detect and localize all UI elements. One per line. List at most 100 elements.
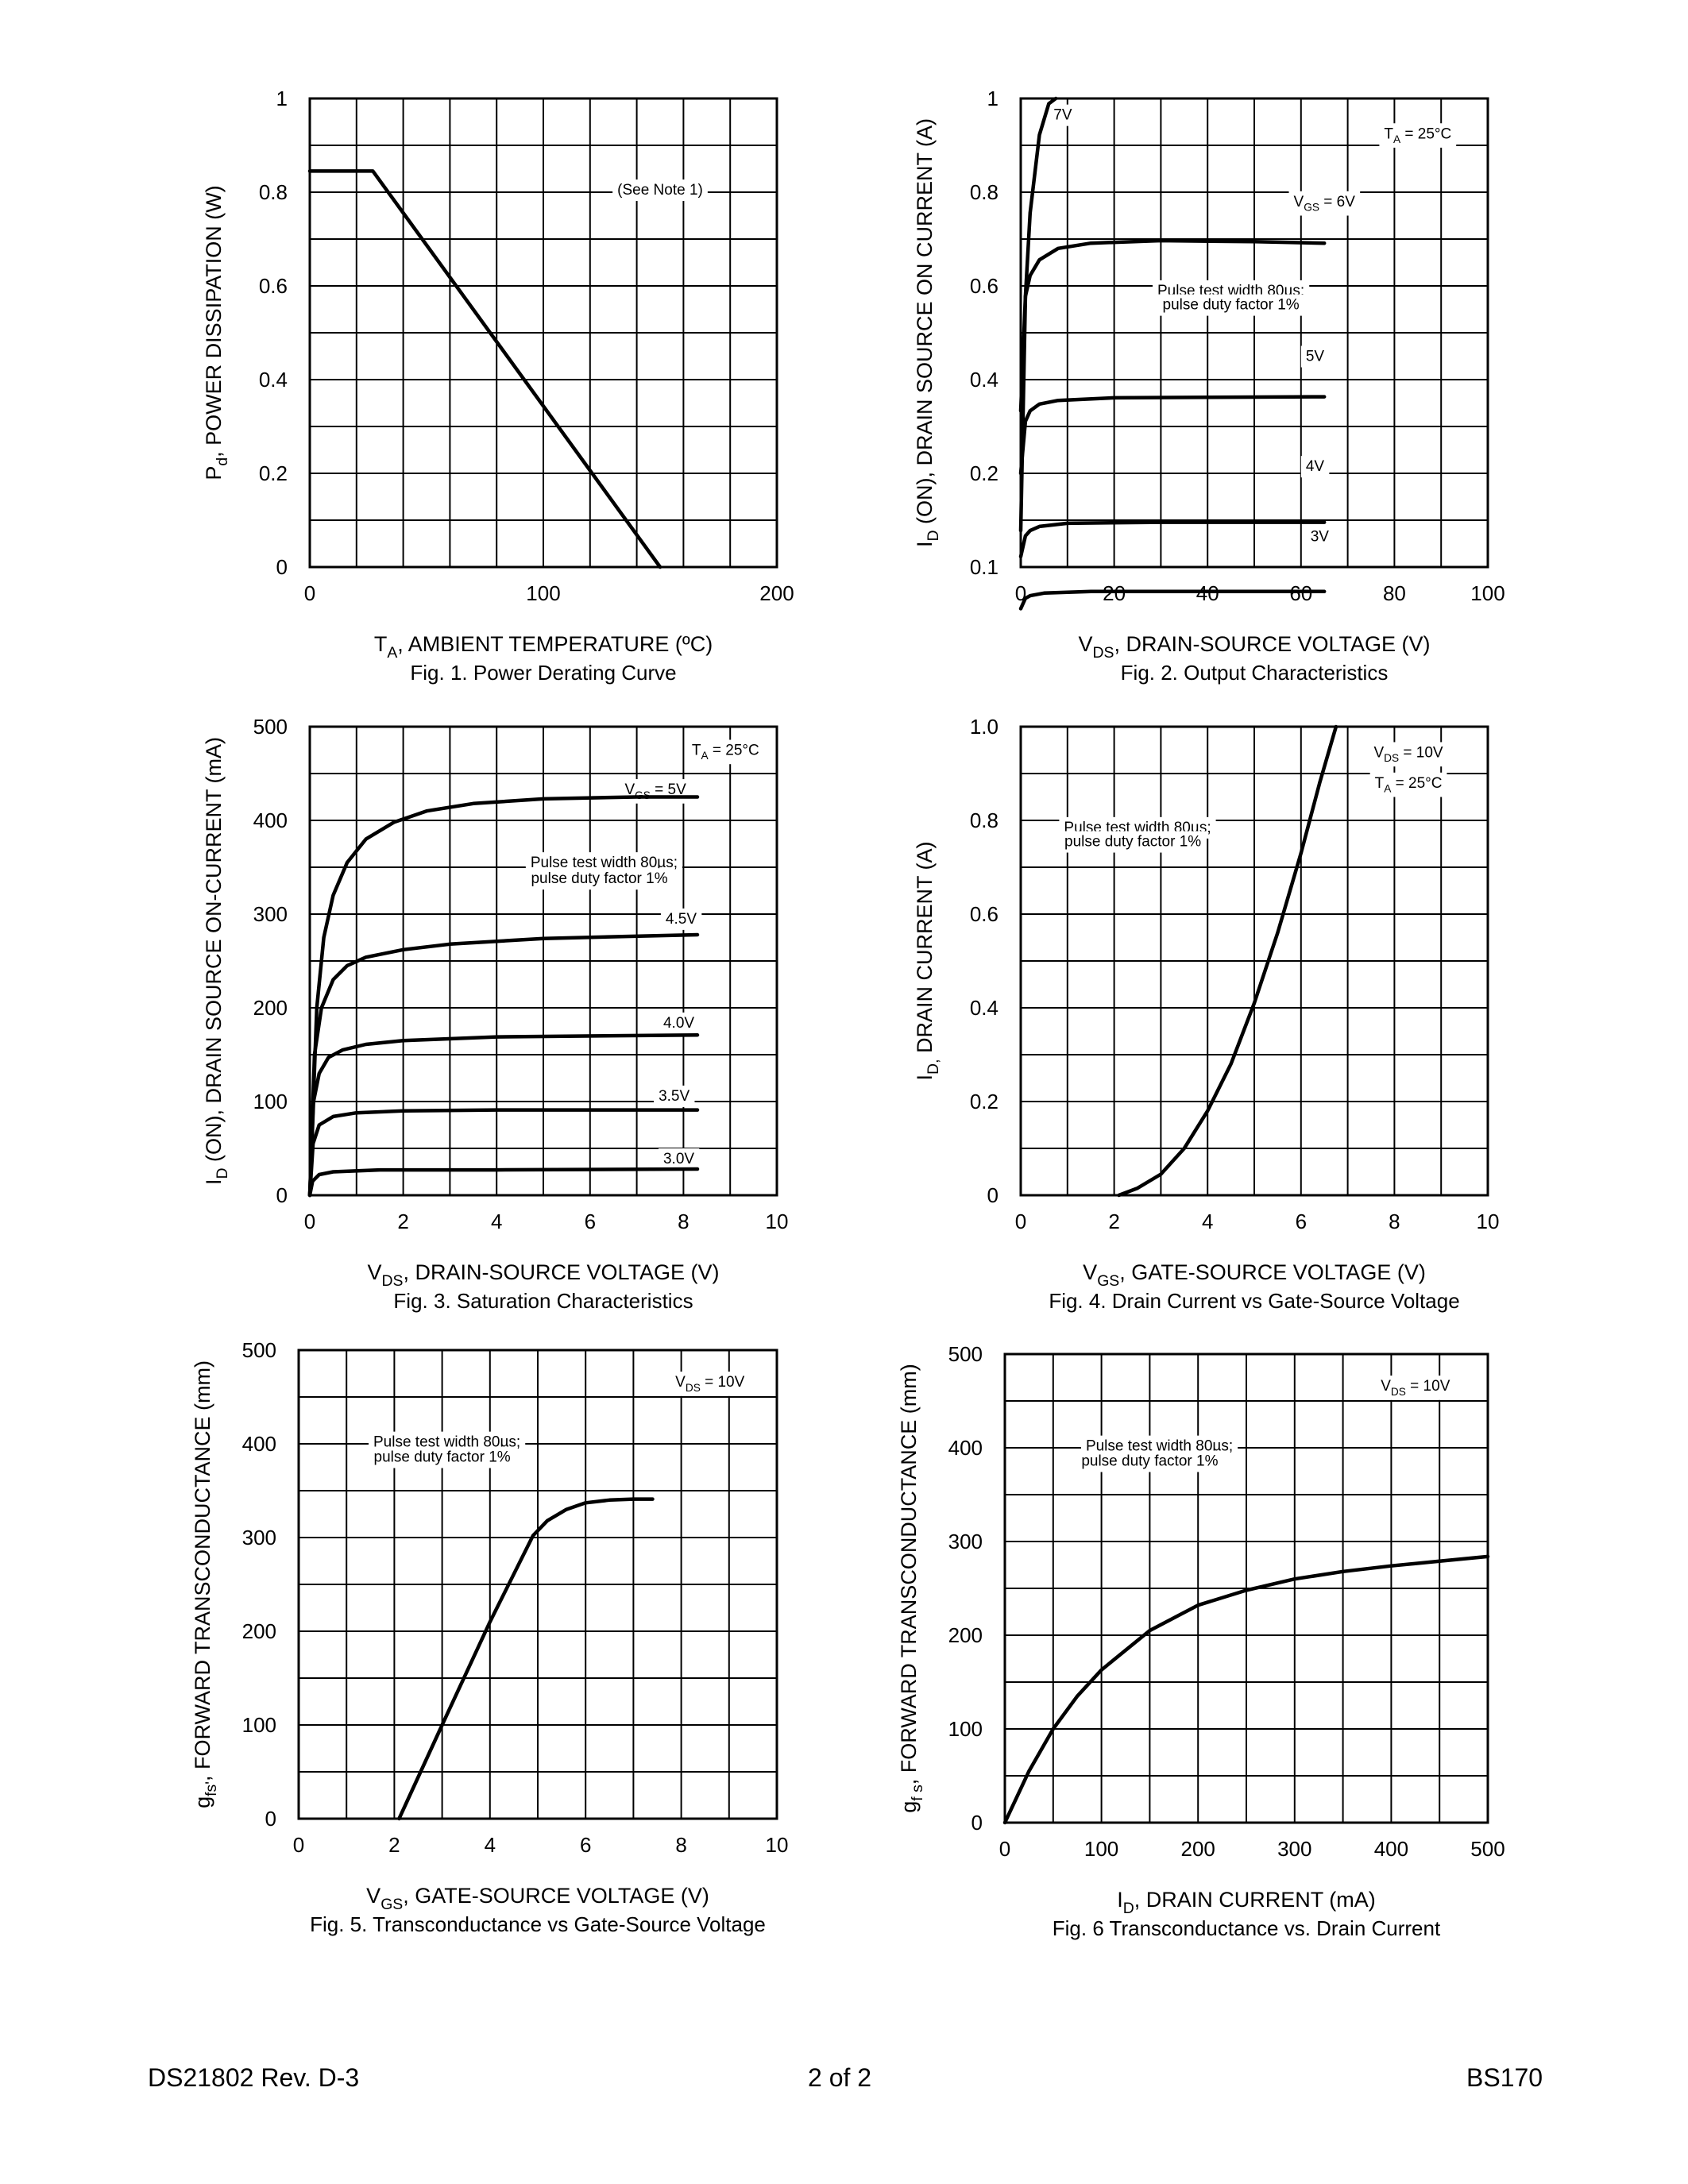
- annotation-text: pulse duty factor 1%: [374, 1449, 511, 1466]
- y-tick-label: 0.6: [970, 274, 999, 298]
- y-axis-label: ID, DRAIN CURRENT (A): [913, 842, 942, 1081]
- y-axis-label: gfs', FORWARD TRANSCONDUCTANCE (mm): [191, 1360, 220, 1808]
- annotation-text: VDS = 10V: [1381, 1378, 1450, 1398]
- fig2-output-characteristics-chart: 0 20 40 60 80 100 0.1 0.2 0.4 0.6 0.8 1 7V TA = 25°C V…: [910, 83, 1505, 710]
- y-tick-label: 1: [276, 87, 288, 110]
- chart-title: Fig. 5. Transconductance vs Gate-Source …: [310, 1912, 766, 1936]
- series-3-0v: [307, 1167, 700, 1198]
- annotation: 7V: [1049, 104, 1077, 126]
- plot-frame: [308, 97, 778, 569]
- y-tick-label: 400: [242, 1432, 276, 1456]
- series-3v: [1018, 589, 1327, 611]
- y-axis-label-group: Pd, POWER DISSIPATION (W): [202, 185, 231, 480]
- y-tick-label: 0.2: [970, 461, 999, 485]
- annotation-text: (See Note 1): [617, 182, 703, 199]
- annotation: VDS = 10V: [1376, 1376, 1455, 1400]
- y-tick-label: 200: [253, 996, 288, 1020]
- x-tick-label: 0: [293, 1833, 304, 1857]
- x-tick-label: 8: [1389, 1210, 1400, 1233]
- plot-frame: [1003, 1352, 1489, 1824]
- annotation-bg: [1049, 104, 1077, 126]
- annotation: 3.0V: [658, 1148, 700, 1170]
- y-tick-label: 0.2: [970, 1090, 999, 1113]
- annotation: TA = 25°C: [686, 739, 764, 765]
- annotation-text: 5V: [1306, 349, 1325, 365]
- annotation-text: 4.0V: [663, 1015, 694, 1032]
- y-tick-label: 0.2: [259, 461, 288, 485]
- annotation-bg: [670, 1372, 750, 1396]
- y-tick-label: 0.8: [970, 808, 999, 832]
- annotation-text: TA = 25°C: [1375, 775, 1443, 795]
- y-tick-label: 400: [948, 1436, 983, 1460]
- plot-frame: [308, 725, 778, 1197]
- series-pd: [307, 169, 662, 569]
- series-4v: [1018, 520, 1327, 559]
- x-tick-label: 0: [304, 581, 315, 605]
- series-3-5v: [307, 1108, 700, 1198]
- x-axis-label: ID, DRAIN CURRENT (mA): [1117, 1888, 1376, 1917]
- y-tick-label: 400: [253, 808, 288, 832]
- annotation: 5V: [1300, 345, 1330, 368]
- fig6-transconductance-id-chart: 0 100 200 300 400 500 0 100 200 300 400 500 VDS = 10…: [894, 1338, 1505, 1966]
- x-tick-label: 6: [580, 1833, 591, 1857]
- x-axis-label: VDS, DRAIN-SOURCE VOLTAGE (V): [367, 1260, 719, 1290]
- annotation: pulse duty factor 1%: [369, 1446, 516, 1468]
- annotation-text: VDS = 10V: [675, 1374, 744, 1394]
- x-tick-label: 10: [766, 1210, 789, 1233]
- fig1-power-derating-chart: 0 100 200 0 0.2 0.4 0.6 0.8 1 (See Note 1) TA, AMB…: [199, 83, 794, 710]
- fig6-svg: 0 100 200 300 400 500 0 100 200 300 400 500 VDS = 10…: [897, 1342, 1505, 1940]
- chart-title: Fig. 3. Saturation Characteristics: [393, 1289, 693, 1313]
- x-tick-label: 100: [1470, 581, 1505, 605]
- x-tick-label: 2: [397, 1210, 408, 1233]
- annotation-bg: [1369, 772, 1447, 797]
- y-axis-label: Pd, POWER DISSIPATION (W): [202, 185, 231, 480]
- annotation: VDS = 10V: [670, 1372, 750, 1396]
- annotation-bg: [1060, 831, 1207, 853]
- annotation: pulse duty factor 1%: [526, 868, 673, 890]
- annotation-bg: [612, 179, 708, 202]
- x-tick-label: 2: [1108, 1210, 1119, 1233]
- series-4-5v: [307, 932, 700, 1198]
- annotation-text: pulse duty factor 1%: [531, 870, 667, 887]
- annotation: TA = 25°C: [1369, 772, 1447, 797]
- annotation: VDS = 10V: [1369, 742, 1448, 767]
- x-tick-label: 8: [675, 1833, 686, 1857]
- y-tick-label: 0: [276, 555, 288, 579]
- x-tick-label: 400: [1374, 1837, 1408, 1861]
- y-axis-label-group: ID (ON), DRAIN SOURCE ON-CURRENT (mA): [202, 737, 231, 1185]
- annotation-bg: [686, 739, 764, 765]
- annotation-bg: [660, 908, 702, 930]
- y-axis-label: gf s, FORWARD TRANSCONDUCTANCE (mm): [897, 1364, 926, 1813]
- x-tick-label: 80: [1383, 581, 1406, 605]
- annotation-text: 3V: [1311, 529, 1330, 546]
- annotation-text: 4V: [1306, 458, 1325, 475]
- y-axis-label-group: ID (ON), DRAIN SOURCE ON CURRENT (A): [913, 118, 942, 547]
- fig1-svg: 0 100 200 0 0.2 0.4 0.6 0.8 1 (See Note 1) TA, AMB…: [202, 87, 794, 685]
- annotation: 4V: [1300, 456, 1330, 478]
- annotation: VGS = 6V: [1288, 191, 1361, 216]
- plot-frame: [1019, 725, 1489, 1197]
- x-tick-label: 2: [388, 1833, 400, 1857]
- y-tick-label: 300: [253, 902, 288, 926]
- y-tick-label: 0.6: [970, 902, 999, 926]
- series-gfs: [1002, 1554, 1490, 1825]
- y-axis-label-group: gf s, FORWARD TRANSCONDUCTANCE (mm): [897, 1364, 926, 1813]
- series-4-0v: [307, 1032, 700, 1198]
- annotation: VGS = 5V: [620, 779, 692, 804]
- y-tick-label: 1.0: [970, 715, 999, 739]
- annotation-text: pulse duty factor 1%: [1163, 297, 1300, 314]
- x-axis-label: VGS, GATE-SOURCE VOLTAGE (V): [1083, 1260, 1426, 1290]
- y-axis-label-group: ID, DRAIN CURRENT (A): [913, 842, 942, 1081]
- y-tick-label: 0.8: [259, 180, 288, 204]
- annotation-bg: [1076, 1450, 1223, 1472]
- y-tick-label: 200: [948, 1623, 983, 1647]
- y-axis-label: ID (ON), DRAIN SOURCE ON CURRENT (A): [913, 118, 942, 547]
- y-tick-label: 300: [948, 1530, 983, 1553]
- annotation-text: VDS = 10V: [1373, 744, 1443, 764]
- annotation-text: Pulse test width 80µs;: [373, 1434, 520, 1451]
- annotation: 3.5V: [654, 1085, 695, 1107]
- y-tick-label: 100: [948, 1717, 983, 1741]
- y-tick-label: 200: [242, 1619, 276, 1643]
